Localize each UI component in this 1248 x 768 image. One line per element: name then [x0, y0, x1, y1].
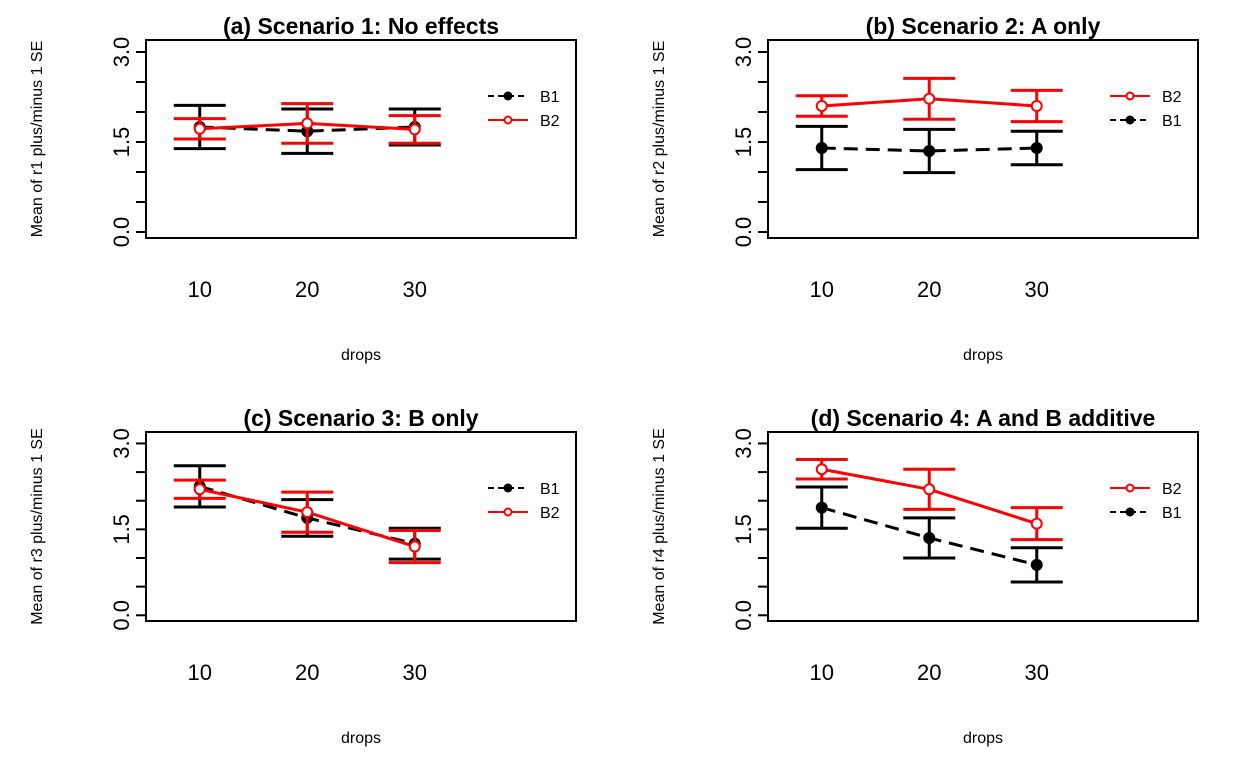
panel-a: (a) Scenario 1: No effects 0.0 1.5 3.0 10 20 3… — [29, 13, 577, 364]
legend-label-b1: B1 — [1162, 505, 1182, 522]
legend-label-b1: B1 — [1162, 113, 1182, 130]
data-point-b2 — [1030, 100, 1043, 112]
chart-title: (a) Scenario 1: No effects — [223, 13, 499, 39]
legend-marker-b1 — [1125, 507, 1135, 517]
data-point-b1 — [815, 142, 828, 154]
y-tick-label: 1.5 — [109, 514, 134, 545]
y-tick-label: 1.5 — [731, 127, 756, 158]
plot-frame — [145, 431, 577, 622]
x-tick-label: 10 — [188, 277, 212, 302]
data-point-b2 — [1030, 517, 1043, 530]
data-point-b2 — [193, 122, 206, 135]
y-tick-label: 0.0 — [731, 217, 756, 248]
legend-marker-b2 — [503, 115, 513, 125]
panel-d: (d) Scenario 4: A and B additive 0.0 1.5 3.… — [651, 405, 1199, 747]
data-point-b2 — [923, 483, 936, 496]
data-point-b2 — [923, 92, 936, 105]
data-point-b2 — [301, 506, 314, 519]
x-tick-label: 20 — [917, 277, 941, 302]
data-point-b2 — [193, 483, 206, 496]
data-point-b2 — [815, 463, 828, 476]
x-tick-label: 10 — [810, 277, 834, 302]
x-axis-label: drops — [341, 730, 381, 747]
legend-marker-b1 — [1125, 115, 1135, 125]
data-point-b2 — [408, 123, 421, 136]
legend-marker-b1 — [503, 91, 513, 101]
x-tick-label: 30 — [1025, 277, 1049, 302]
x-tick-label: 20 — [295, 660, 319, 685]
y-tick-label: 3.0 — [109, 428, 134, 459]
legend-marker-b2 — [1125, 483, 1135, 493]
data-point-b2 — [815, 100, 828, 112]
data-point-b1 — [1030, 558, 1043, 571]
y-tick-label: 3.0 — [731, 37, 756, 68]
y-axis-label: Mean of r1 plus/minus 1 SE — [29, 41, 46, 238]
legend-label-b2: B2 — [540, 505, 560, 522]
legend-label-b1: B1 — [540, 481, 560, 498]
plot-frame — [767, 431, 1199, 622]
y-tick-label: 3.0 — [109, 37, 134, 68]
data-point-b2 — [408, 540, 421, 553]
y-axis-label: Mean of r3 plus/minus 1 SE — [29, 428, 46, 625]
series-line-b1 — [821, 146, 1037, 153]
legend-marker-b2 — [1125, 91, 1135, 101]
chart-title: (d) Scenario 4: A and B additive — [811, 405, 1156, 431]
data-point-b1 — [1030, 142, 1043, 154]
y-axis-label: Mean of r2 plus/minus 1 SE — [651, 41, 668, 238]
data-point-b1 — [815, 501, 828, 514]
data-point-b2 — [301, 117, 314, 130]
y-tick-label: 0.0 — [109, 600, 134, 631]
legend-label-b1: B1 — [540, 89, 560, 106]
x-tick-label: 20 — [917, 660, 941, 685]
legend-marker-b1 — [503, 483, 513, 493]
y-tick-label: 0.0 — [731, 600, 756, 631]
x-tick-label: 10 — [810, 660, 834, 685]
legend-label-b2: B2 — [1162, 89, 1182, 106]
legend-label-b2: B2 — [540, 113, 560, 130]
chart-title: (b) Scenario 2: A only — [866, 13, 1101, 39]
x-tick-label: 30 — [1025, 660, 1049, 685]
plot-frame — [145, 39, 577, 239]
legend-marker-b2 — [503, 507, 513, 517]
plot-frame — [767, 39, 1199, 239]
data-point-b1 — [923, 145, 936, 157]
legend-label-b2: B2 — [1162, 481, 1182, 498]
y-tick-label: 0.0 — [109, 217, 134, 248]
data-point-b1 — [923, 531, 936, 544]
y-tick-label: 3.0 — [731, 428, 756, 459]
x-tick-label: 30 — [403, 277, 427, 302]
x-axis-label: drops — [341, 347, 381, 364]
x-axis-label: drops — [963, 347, 1003, 364]
x-tick-label: 30 — [403, 660, 427, 685]
panel-b: (b) Scenario 2: A only 0.0 1.5 3.0 10 20 30 dro… — [651, 13, 1199, 364]
x-axis-label: drops — [963, 730, 1003, 747]
y-axis-label: Mean of r4 plus/minus 1 SE — [651, 428, 668, 625]
x-tick-label: 20 — [295, 277, 319, 302]
y-tick-label: 1.5 — [109, 127, 134, 158]
y-tick-label: 1.5 — [731, 514, 756, 545]
x-tick-label: 10 — [188, 660, 212, 685]
panel-c: (c) Scenario 3: B only 0.0 1.5 3.0 10 20 30 dro… — [29, 405, 577, 747]
chart-title: (c) Scenario 3: B only — [243, 405, 478, 431]
